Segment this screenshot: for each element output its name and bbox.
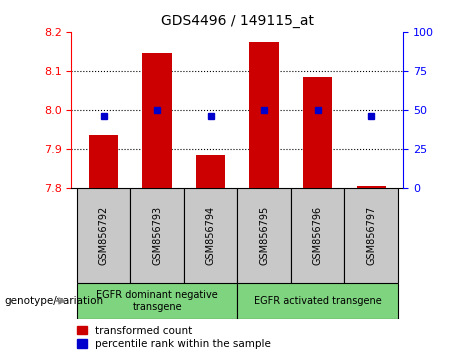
Text: EGFR activated transgene: EGFR activated transgene bbox=[254, 296, 382, 306]
Text: GSM856794: GSM856794 bbox=[206, 206, 216, 265]
Bar bbox=[196, 154, 225, 188]
Text: GSM856792: GSM856792 bbox=[99, 206, 109, 265]
Text: GSM856793: GSM856793 bbox=[152, 206, 162, 265]
Bar bbox=[184, 188, 237, 283]
Text: GSM856796: GSM856796 bbox=[313, 206, 323, 265]
Text: genotype/variation: genotype/variation bbox=[5, 296, 104, 306]
Bar bbox=[356, 185, 386, 188]
Bar bbox=[344, 188, 398, 283]
Bar bbox=[89, 135, 118, 188]
Legend: transformed count, percentile rank within the sample: transformed count, percentile rank withi… bbox=[77, 326, 271, 349]
Text: GSM856795: GSM856795 bbox=[259, 206, 269, 265]
Bar bbox=[77, 188, 130, 283]
Bar bbox=[237, 188, 291, 283]
Bar bbox=[291, 188, 344, 283]
Bar bbox=[142, 53, 172, 188]
Bar bbox=[77, 283, 237, 319]
Text: GSM856797: GSM856797 bbox=[366, 206, 376, 265]
Bar bbox=[237, 283, 398, 319]
Bar bbox=[130, 188, 184, 283]
Bar bbox=[303, 76, 332, 188]
Title: GDS4496 / 149115_at: GDS4496 / 149115_at bbox=[161, 14, 314, 28]
Text: EGFR dominant negative
transgene: EGFR dominant negative transgene bbox=[96, 290, 218, 312]
Bar bbox=[249, 41, 279, 188]
